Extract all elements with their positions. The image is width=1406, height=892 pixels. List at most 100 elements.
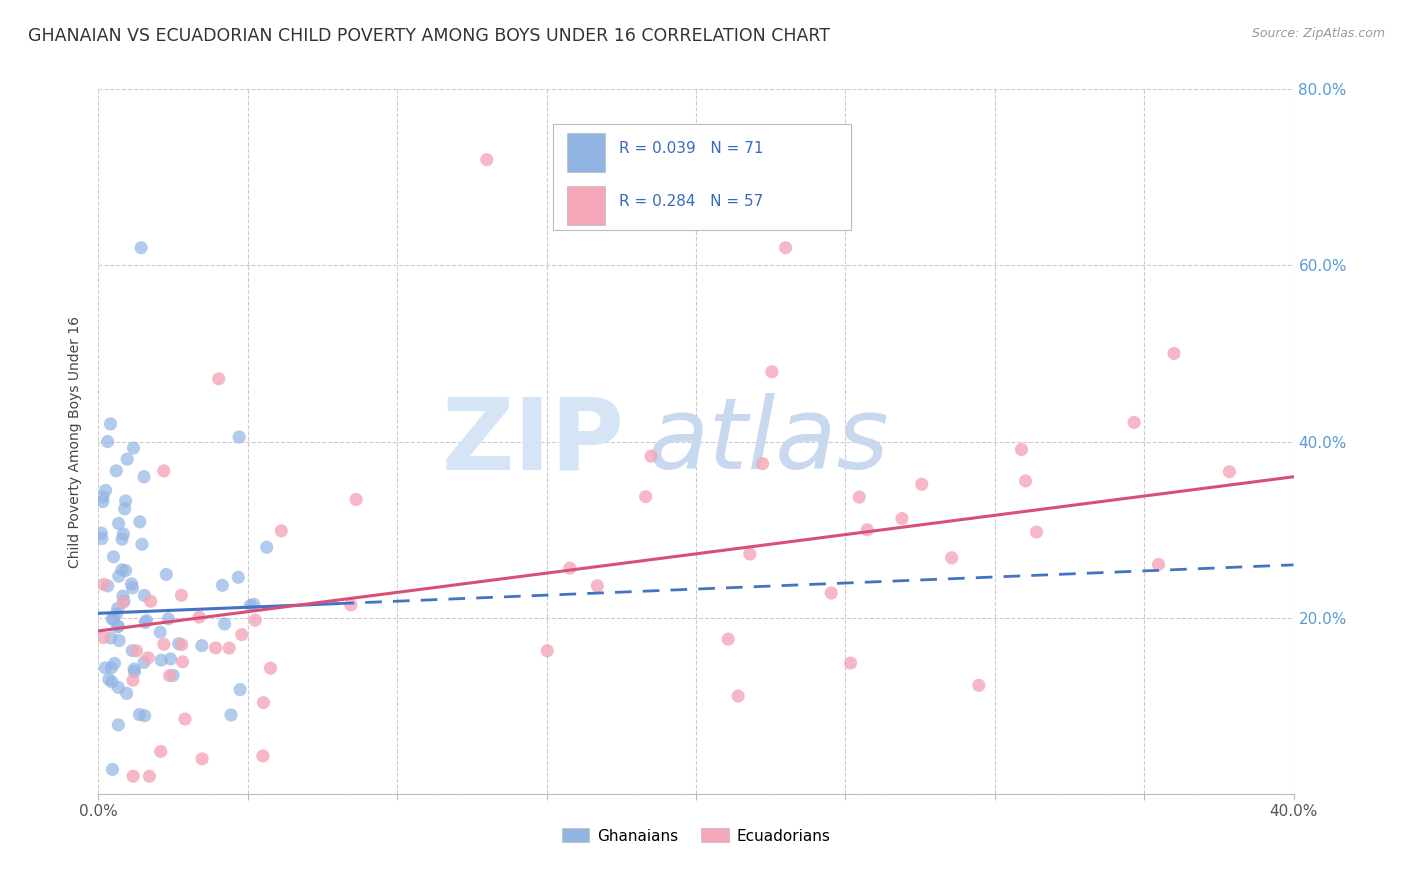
Point xyxy=(159,652,181,666)
Point xyxy=(174,712,197,726)
Text: R = 0.039   N = 71: R = 0.039 N = 71 xyxy=(620,141,763,156)
Point xyxy=(856,523,879,537)
Point xyxy=(717,632,740,646)
Point xyxy=(536,644,558,658)
Point xyxy=(107,619,129,633)
Point xyxy=(100,661,122,675)
Point xyxy=(108,633,131,648)
Point xyxy=(101,612,124,626)
Point xyxy=(967,678,990,692)
FancyBboxPatch shape xyxy=(553,124,852,230)
Point xyxy=(101,674,124,689)
Point xyxy=(122,441,145,455)
Point xyxy=(911,477,934,491)
Point xyxy=(124,665,146,679)
Point xyxy=(172,655,194,669)
Point xyxy=(111,595,134,609)
Point xyxy=(586,579,609,593)
Point xyxy=(188,610,211,624)
Point xyxy=(475,153,498,167)
Point xyxy=(727,689,749,703)
Point xyxy=(149,744,172,758)
Point xyxy=(114,564,136,578)
Point xyxy=(103,549,125,564)
Point xyxy=(90,532,112,546)
Point xyxy=(152,464,174,478)
Point xyxy=(121,643,143,657)
Point xyxy=(135,614,157,628)
Point xyxy=(191,639,214,653)
Point xyxy=(228,430,250,444)
Point xyxy=(91,494,114,508)
Point xyxy=(191,752,214,766)
Point xyxy=(1218,465,1240,479)
Point xyxy=(219,708,242,723)
Point xyxy=(775,241,797,255)
Point xyxy=(103,612,125,626)
Point xyxy=(125,644,148,658)
Point xyxy=(558,561,581,575)
Point xyxy=(107,681,129,695)
Point xyxy=(1014,474,1036,488)
Point xyxy=(204,640,226,655)
Point xyxy=(890,511,912,525)
Point xyxy=(640,449,662,463)
Point xyxy=(131,537,153,551)
Point xyxy=(94,483,117,498)
Point xyxy=(1010,442,1032,457)
Text: Source: ZipAtlas.com: Source: ZipAtlas.com xyxy=(1251,27,1385,40)
Point xyxy=(848,490,870,504)
Point xyxy=(243,597,266,611)
Point xyxy=(121,581,143,595)
Point xyxy=(134,589,156,603)
Point xyxy=(149,625,172,640)
Point xyxy=(128,515,150,529)
Point xyxy=(157,612,180,626)
Point xyxy=(839,656,862,670)
Point xyxy=(214,616,236,631)
Point xyxy=(229,682,252,697)
Point xyxy=(344,492,367,507)
Point xyxy=(111,589,134,603)
Point xyxy=(100,631,122,645)
Legend: Ghanaians, Ecuadorians: Ghanaians, Ecuadorians xyxy=(555,822,837,850)
Point xyxy=(107,601,129,615)
Point xyxy=(170,638,193,652)
Bar xyxy=(567,133,605,172)
Point xyxy=(103,657,125,671)
Point xyxy=(941,550,963,565)
Point xyxy=(115,686,138,700)
Point xyxy=(128,707,150,722)
Point xyxy=(122,769,145,783)
Y-axis label: Child Poverty Among Boys Under 16: Child Poverty Among Boys Under 16 xyxy=(69,316,83,567)
Point xyxy=(159,668,181,682)
Point xyxy=(218,641,240,656)
Point xyxy=(259,661,281,675)
Point xyxy=(162,668,184,682)
Point xyxy=(231,627,253,641)
Point xyxy=(1147,558,1170,572)
Point xyxy=(256,541,278,555)
Point xyxy=(245,613,267,627)
Point xyxy=(111,532,134,546)
Point xyxy=(105,607,128,621)
Point xyxy=(114,494,136,508)
Point xyxy=(1025,524,1047,539)
Text: R = 0.284   N = 57: R = 0.284 N = 57 xyxy=(620,194,763,209)
Point xyxy=(100,417,122,431)
Point xyxy=(134,615,156,630)
Point xyxy=(111,563,134,577)
Point xyxy=(90,526,112,541)
Point xyxy=(93,631,115,645)
Point xyxy=(122,662,145,676)
Point xyxy=(97,673,120,687)
Point xyxy=(107,516,129,531)
Point xyxy=(252,696,274,710)
Point xyxy=(114,501,136,516)
Text: GHANAIAN VS ECUADORIAN CHILD POVERTY AMONG BOYS UNDER 16 CORRELATION CHART: GHANAIAN VS ECUADORIAN CHILD POVERTY AMO… xyxy=(28,27,830,45)
Text: ZIP: ZIP xyxy=(441,393,624,490)
Point xyxy=(751,457,773,471)
Point xyxy=(132,469,155,483)
Point xyxy=(226,570,249,584)
Bar xyxy=(567,186,605,225)
